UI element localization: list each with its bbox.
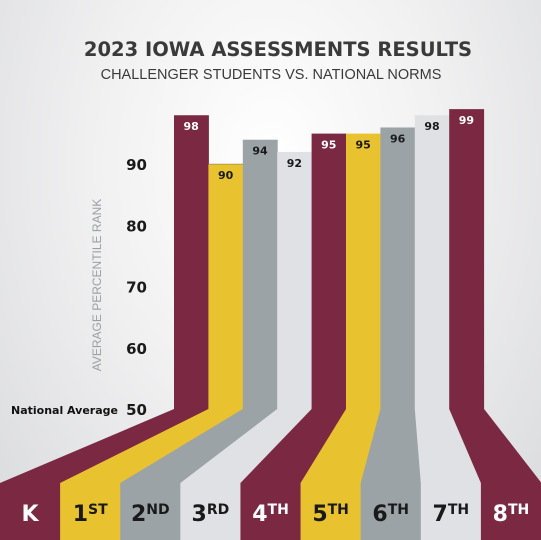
bar	[311, 133, 347, 409]
bar	[277, 151, 313, 409]
bar-value-label: 99	[459, 114, 474, 127]
y-tick-label: 50	[126, 401, 147, 419]
bar-ribbon	[180, 409, 313, 483]
category-suffix: TH	[448, 502, 469, 518]
y-tick-label: 60	[126, 340, 147, 358]
category-main: 4	[252, 502, 267, 527]
category-label: 4TH	[252, 502, 289, 527]
bar-ribbon	[120, 409, 278, 483]
bar-ribbon	[360, 409, 422, 483]
bar-value-label: 95	[321, 139, 336, 152]
category-suffix: ST	[88, 502, 108, 518]
bar-value-label: 92	[287, 157, 302, 170]
bar-ribbon	[60, 409, 244, 483]
category-suffix: TH	[268, 502, 289, 518]
national-average-label: National Average	[11, 404, 118, 417]
category-label: K	[22, 502, 40, 527]
category-main: K	[22, 502, 40, 527]
bar	[449, 109, 485, 410]
category-label: 6TH	[372, 502, 409, 527]
category-box	[240, 483, 302, 540]
ribbons	[0, 409, 541, 483]
category-main: 7	[433, 502, 448, 527]
y-tick-label: 90	[126, 156, 147, 174]
category-label: 8TH	[493, 502, 530, 527]
bar-value-label: 98	[184, 120, 199, 133]
bar-value-label: 95	[356, 139, 371, 152]
bar	[174, 115, 209, 410]
category-box	[360, 483, 422, 540]
category-box	[60, 483, 121, 540]
y-axis-label: AVERAGE PERCENTILE RANK	[90, 199, 104, 372]
category-box	[180, 483, 241, 540]
category-box	[0, 483, 61, 540]
category-box	[300, 483, 362, 540]
category-main: 3	[192, 502, 207, 527]
bar-ribbon	[449, 409, 541, 483]
chart-title: 2023 IOWA ASSESSMENTS RESULTS	[84, 38, 472, 61]
category-box	[420, 483, 482, 540]
category-label: 2ND	[131, 502, 170, 527]
category-suffix: TH	[508, 502, 529, 518]
category-label: 5TH	[312, 502, 349, 527]
bar-ribbon	[414, 409, 482, 483]
chart-subtitle: CHALLENGER STUDENTS VS. NATIONAL NORMS	[101, 67, 442, 83]
bar-ribbon	[240, 409, 347, 483]
category-suffix: RD	[207, 502, 229, 518]
bar	[208, 164, 244, 409]
category-main: 1	[73, 502, 88, 527]
bar-value-label: 98	[424, 120, 439, 133]
bars	[174, 109, 485, 410]
bar	[242, 139, 278, 409]
category-box	[120, 483, 181, 540]
labels: 2023 IOWA ASSESSMENTS RESULTS CHALLENGER…	[11, 38, 474, 419]
category-label: 7TH	[433, 502, 470, 527]
category-label: 3RD	[192, 502, 230, 527]
bar-ribbon	[0, 409, 209, 483]
bar	[414, 115, 450, 410]
y-tick-label: 80	[126, 217, 147, 235]
category-suffix: ND	[146, 502, 169, 518]
category-main: 5	[312, 502, 327, 527]
category-labels: K 1ST 2ND 3RD 4TH 5TH 6TH 7TH 8TH	[0, 483, 541, 540]
category-main: 6	[372, 502, 387, 527]
bar	[380, 127, 416, 409]
y-tick-label: 70	[126, 279, 147, 297]
category-label: 1ST	[73, 502, 108, 527]
category-main: 8	[493, 502, 508, 527]
category-suffix: TH	[328, 502, 349, 518]
bar	[346, 133, 381, 409]
category-suffix: TH	[388, 502, 409, 518]
bar-ribbon	[300, 409, 381, 483]
category-box	[480, 483, 541, 540]
bar-value-label: 96	[390, 132, 406, 145]
category-main: 2	[131, 502, 146, 527]
bar-value-label: 90	[218, 169, 234, 182]
bar-value-label: 94	[252, 145, 268, 158]
